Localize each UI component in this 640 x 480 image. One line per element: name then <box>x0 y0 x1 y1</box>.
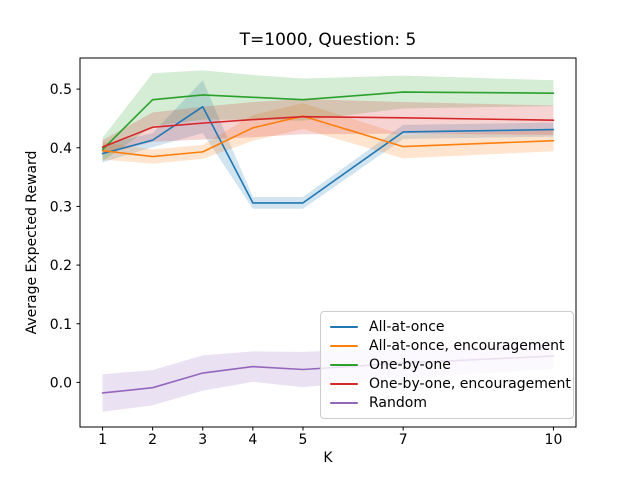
x-axis-label: K <box>323 450 333 466</box>
x-tick-label: 2 <box>148 432 157 448</box>
chart-title: T=1000, Question: 5 <box>239 30 417 50</box>
legend-label: All-at-once <box>369 318 445 335</box>
legend-entry-random: Random <box>330 394 567 412</box>
y-tick-label: 0.1 <box>50 317 72 333</box>
series-line-one-by-one-encouragement <box>101 115 555 148</box>
axis-layer: 1 2 3 4 5 7 10 0.0 0.1 0.2 0.3 0.4 0.5 <box>50 57 577 448</box>
series-line-all-at-once <box>101 105 555 204</box>
legend-label: Random <box>369 395 427 412</box>
legend-line-sample-one-by-one <box>330 363 358 366</box>
series-line-one-by-one <box>101 91 555 151</box>
y-tick-label: 0.4 <box>50 141 72 157</box>
x-tick-label: 4 <box>248 432 257 448</box>
legend: All-at-once All-at-once, encouragement O… <box>320 311 574 419</box>
legend-entry-all-at-once: All-at-once <box>330 318 567 336</box>
x-tick-label: 1 <box>98 432 107 448</box>
confidence-band-all-at-once-encouragement <box>102 103 554 164</box>
legend-label: All-at-once, encouragement <box>369 337 565 354</box>
legend-label: One-by-one <box>369 356 451 373</box>
legend-line-sample-all-at-once <box>330 325 358 328</box>
confidence-band-one-by-one-encouragement <box>102 99 554 155</box>
legend-line-sample-random <box>330 402 358 405</box>
x-tick-label: 7 <box>399 432 408 448</box>
x-tick-label: 10 <box>545 432 563 448</box>
y-tick-label: 0.5 <box>50 82 72 98</box>
legend-line-sample-one-by-one-encouragement <box>330 383 358 386</box>
y-tick-label: 0.3 <box>50 199 72 215</box>
legend-label: One-by-one, encouragement <box>369 376 571 393</box>
confidence-band-all-at-once <box>102 80 554 209</box>
axes-frame <box>79 57 577 428</box>
series-line-all-at-once-encouragement <box>101 115 555 158</box>
y-tick-label: 0.2 <box>50 258 72 274</box>
x-tick-label: 3 <box>198 432 207 448</box>
legend-entry-one-by-one-encouragement: One-by-one, encouragement <box>330 375 571 393</box>
legend-entry-one-by-one: One-by-one <box>330 356 567 374</box>
y-tick-label: 0.0 <box>50 375 72 391</box>
legend-entry-all-at-once-encouragement: All-at-once, encouragement <box>330 337 567 355</box>
y-axis-label: Average Expected Reward <box>24 151 40 335</box>
x-tick-label: 5 <box>298 432 307 448</box>
legend-line-sample-all-at-once-encouragement <box>330 344 358 347</box>
